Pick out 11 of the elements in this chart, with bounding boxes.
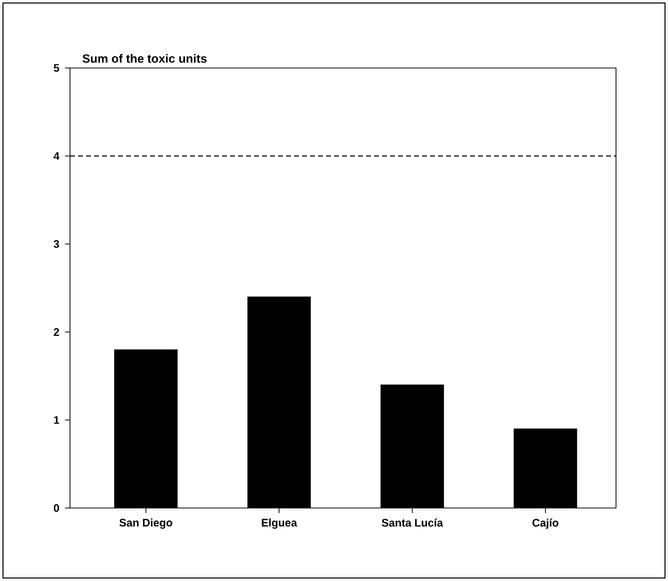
y-tick-label: 5 (54, 64, 60, 72)
x-tick-label: San Diego (119, 518, 172, 529)
y-tick-label: 3 (54, 240, 60, 248)
y-tick-label: 4 (54, 152, 60, 160)
x-tick-label: Elguea (262, 518, 298, 529)
y-tick-label: 1 (54, 416, 60, 424)
x-tick-label: Cajío (532, 518, 558, 529)
x-tick-label: Santa Lucía (382, 518, 444, 527)
y-axis-title: Sum of the toxic units (82, 54, 207, 63)
y-tick-label: 2 (54, 328, 60, 336)
y-tick-label: 0 (54, 504, 60, 512)
